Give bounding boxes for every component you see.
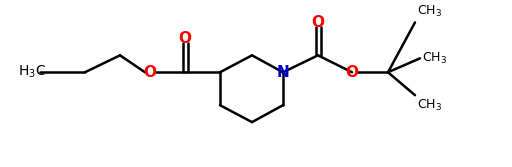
Text: CH$_3$: CH$_3$ [417,98,442,113]
Text: CH$_3$: CH$_3$ [417,4,442,19]
Text: H$_3$C: H$_3$C [18,64,46,80]
Text: O: O [346,65,358,80]
Text: CH$_3$: CH$_3$ [422,51,447,66]
Text: N: N [276,65,289,80]
Text: O: O [179,31,191,46]
Text: O: O [143,65,157,80]
Text: O: O [311,15,325,30]
